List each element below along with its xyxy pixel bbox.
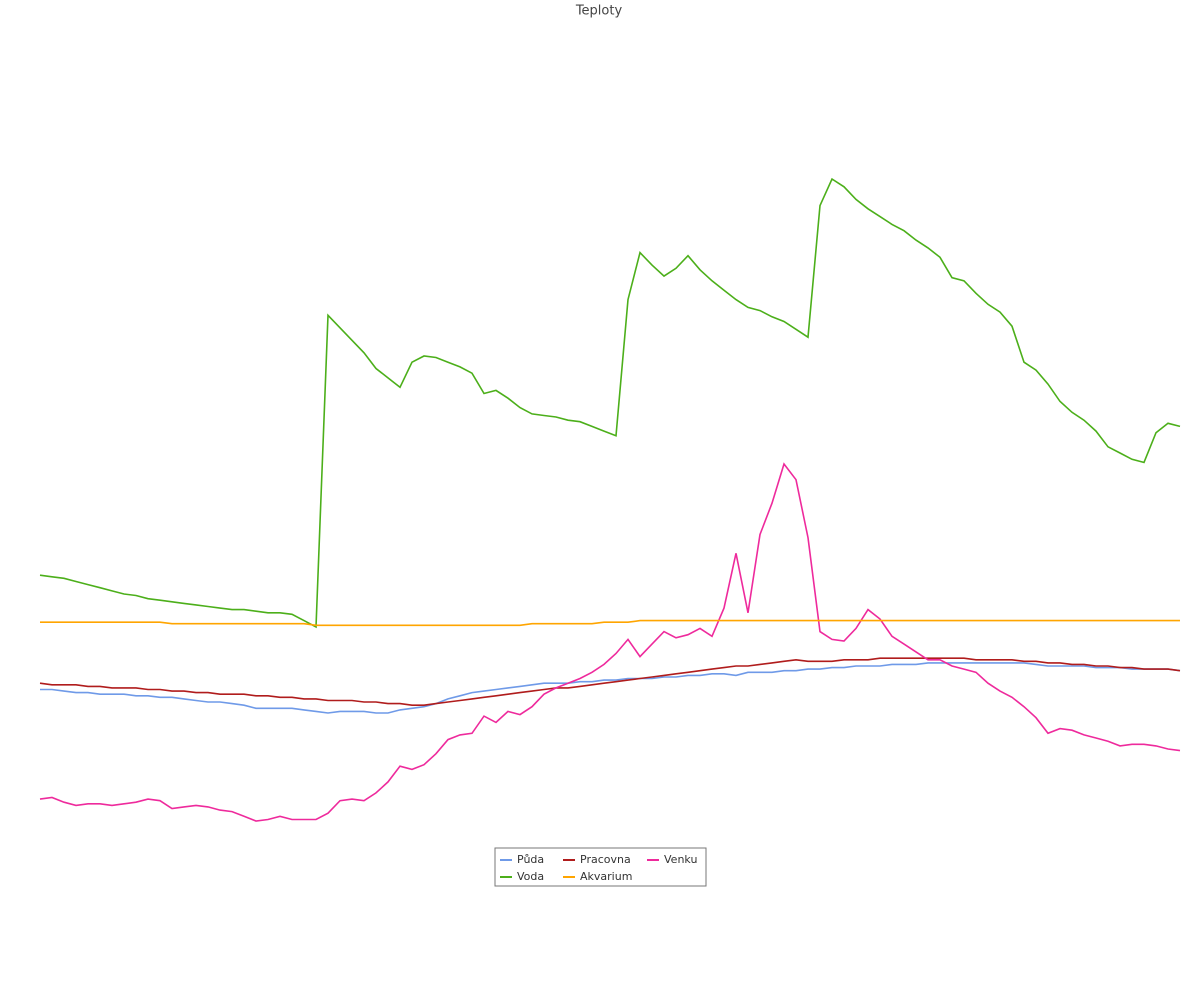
series-line xyxy=(40,619,1180,627)
series-line xyxy=(39,657,1181,706)
series-line xyxy=(40,662,1181,714)
legend xyxy=(494,847,707,887)
legend-label: Půda xyxy=(517,853,544,866)
series-line xyxy=(39,462,1181,822)
legend-label: Voda xyxy=(517,870,544,883)
legend-label: Akvarium xyxy=(580,870,632,883)
series-line xyxy=(39,177,1181,629)
legend-label: Pracovna xyxy=(580,853,631,866)
legend-label: Venku xyxy=(664,853,697,866)
chart-title: Teploty xyxy=(575,4,623,19)
